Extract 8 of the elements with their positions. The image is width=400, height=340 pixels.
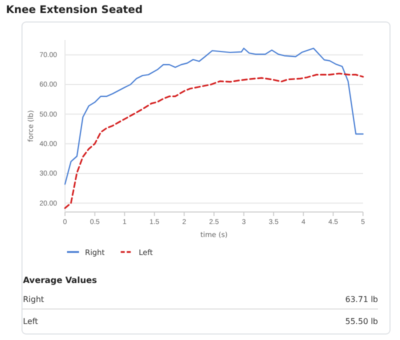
text: Average Values <box>23 276 97 286</box>
chart-title: Knee Extension Seated <box>6 4 143 16</box>
text: Right <box>23 295 44 304</box>
text: 63.71 lb <box>345 295 378 304</box>
line-series <box>64 48 364 185</box>
text: 55.50 lb <box>345 317 378 326</box>
text: Left <box>23 317 38 326</box>
line-series <box>64 72 364 209</box>
